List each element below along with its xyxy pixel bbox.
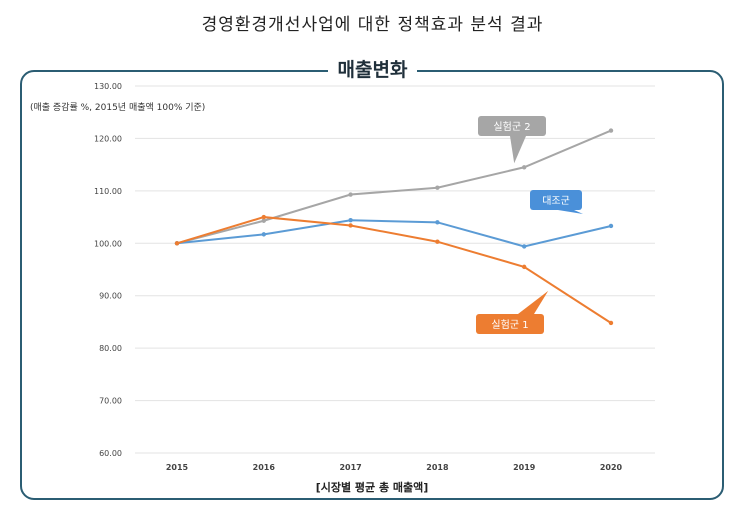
y-tick-label: 60.00 <box>99 449 122 458</box>
data-point <box>174 241 180 246</box>
data-point <box>608 128 614 133</box>
series-label: 실험군 2 <box>493 121 530 133</box>
data-point <box>435 220 440 225</box>
y-axis-label: (매출 증감률 %, 2015년 매출액 100% 기준) <box>30 101 205 113</box>
x-axis-label: [시장별 평균 총 매출액] <box>316 480 429 494</box>
x-tick-label: 2016 <box>253 463 276 472</box>
data-point <box>435 239 440 244</box>
y-tick-label: 80.00 <box>99 344 122 353</box>
grid <box>135 85 655 454</box>
data-point <box>348 192 353 197</box>
callout-box <box>530 190 582 210</box>
y-tick-label: 120.00 <box>94 134 122 143</box>
chart-title: 매출변화 <box>327 59 418 81</box>
y-tick-label: 100.00 <box>94 239 122 248</box>
data-point <box>348 218 353 223</box>
y-tick-label: 130.00 <box>94 82 122 91</box>
series-callout: 실험군 1 <box>476 290 549 334</box>
y-tick-label: 90.00 <box>99 292 122 301</box>
series-line <box>176 129 612 245</box>
callout-box <box>478 116 546 136</box>
data-point <box>522 165 527 170</box>
series-line <box>176 219 612 248</box>
y-tick-label: 70.00 <box>99 397 122 406</box>
x-tick-label: 2018 <box>426 463 449 472</box>
series-callout: 대조군 <box>530 190 583 214</box>
data-point <box>261 232 266 237</box>
x-ticks: 2015 2016 2017 2018 2019 2020 <box>166 463 623 472</box>
series-callout: 실험군 2 <box>478 116 546 164</box>
series-label: 실험군 1 <box>491 319 528 331</box>
series-label: 대조군 <box>542 195 570 207</box>
data-point <box>435 185 440 190</box>
series-line <box>176 216 612 324</box>
x-tick-label: 2020 <box>600 463 623 472</box>
data-point <box>261 214 266 220</box>
callout-pointer <box>518 290 549 314</box>
data-point <box>608 223 614 229</box>
x-tick-label: 2015 <box>166 463 189 472</box>
x-tick-label: 2017 <box>339 463 361 472</box>
data-point <box>522 264 527 270</box>
page-title: 경영환경개선사업에 대한 정책효과 분석 결과 <box>201 15 544 35</box>
y-ticks: 130.00 120.00 110.00 100.00 90.00 80.00 70.00 6… <box>94 82 122 458</box>
series-lines <box>174 128 614 326</box>
data-point <box>522 244 527 249</box>
data-point <box>348 223 353 228</box>
callout-pointer <box>510 136 526 164</box>
y-tick-label: 110.00 <box>94 187 122 196</box>
callout-pointer <box>558 210 583 214</box>
data-point <box>261 218 266 223</box>
callout-box <box>476 314 544 334</box>
chart-title-wrap: 매출변화 <box>0 55 745 82</box>
data-point <box>608 320 614 326</box>
x-tick-label: 2019 <box>513 463 536 472</box>
